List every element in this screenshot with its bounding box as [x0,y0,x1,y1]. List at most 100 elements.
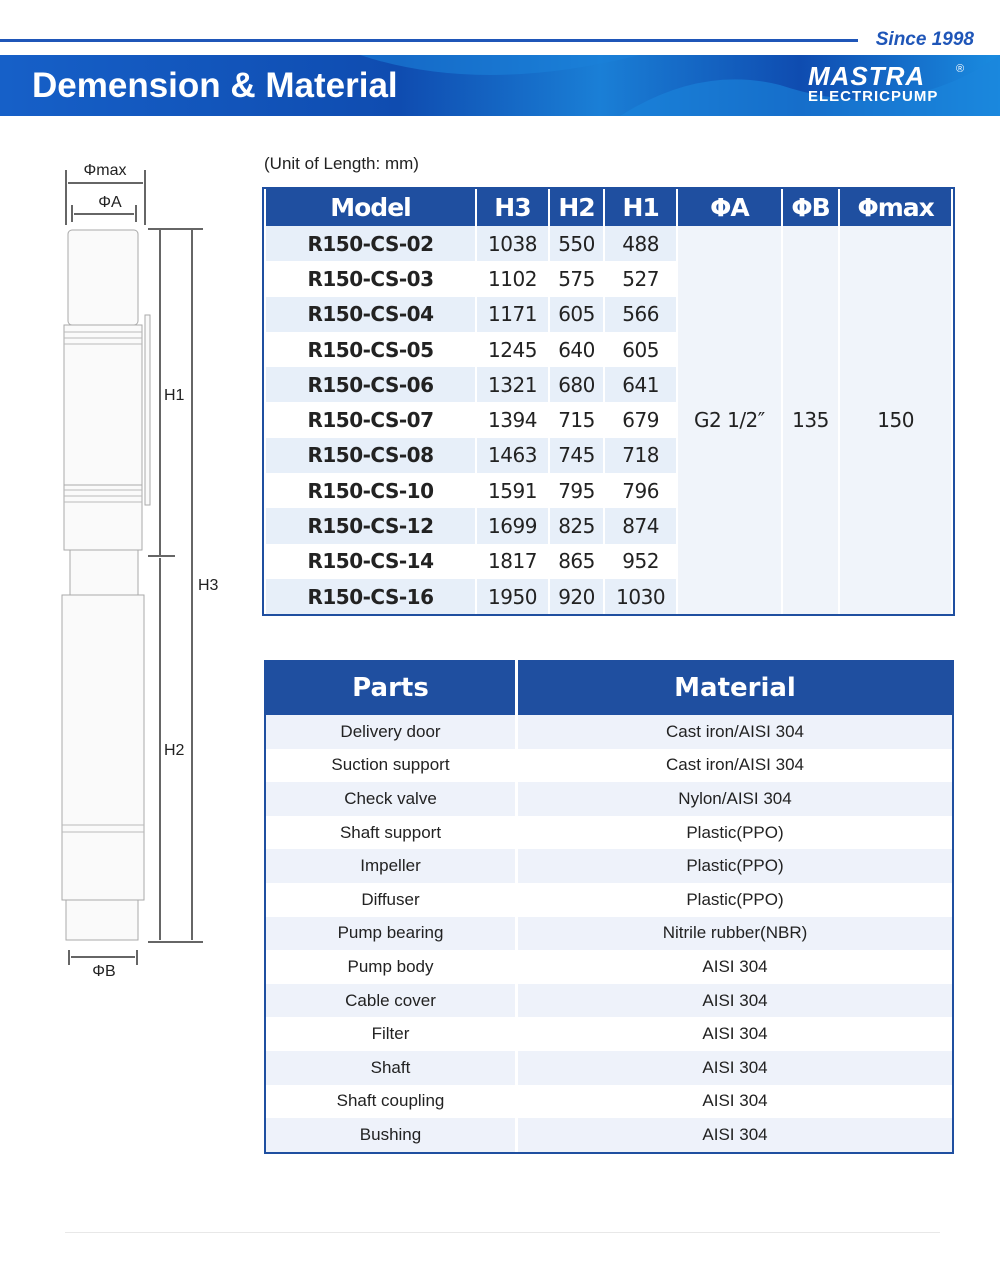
material-cell: AISI 304 [702,1024,768,1044]
material-cell: AISI 304 [518,1050,952,1085]
part-cell: Delivery door [266,715,518,749]
h3-cell: 1699 [477,508,548,544]
table-row: Suction support Cast iron/AISI 304 [266,748,952,783]
phi-b-label: ΦB [92,963,115,980]
part-cell: Shaft coupling [266,1084,518,1119]
table-row: Shaft coupling AISI 304 [266,1084,952,1119]
h1-cell: 605 [605,331,677,368]
h2-cell: 640 [549,331,604,368]
h1-cell: 718 [605,437,677,474]
table-row: Pump bearing Nitrile rubber(NBR) [266,916,952,951]
part-cell: Impeller [266,849,518,883]
col-phi-b: ΦB [782,189,839,226]
h3-cell: 1591 [477,473,548,509]
table-row: Impeller Plastic(PPO) [266,849,952,883]
model-cell: R150-CS-14 [266,543,475,579]
col-parts: Parts [266,660,518,715]
header-rule [0,39,858,42]
table-row: R150-CS-10 1591 795 796 [266,473,951,509]
page-title: Demension & Material [32,66,398,105]
h2-cell: 575 [549,261,604,297]
part-cell: Bushing [266,1118,518,1152]
material-cell: Cast iron/AISI 304 [518,715,952,749]
phi-a-label: ΦA [98,194,122,211]
model-cell: R150-CS-16 [266,578,475,615]
col-h2: H2 [549,189,604,226]
material-table: Parts Material Delivery door Cast iron/AI… [264,660,954,1154]
h3-cell: 1394 [477,402,548,438]
material-cell: Nitrile rubber(NBR) [518,916,952,951]
col-material: Material [518,660,952,715]
h3-cell: 1102 [477,261,548,297]
part-cell: Filter [266,1017,518,1051]
table-row: R150-CS-02 1038 550 488 G2 1/2″ 135 150 [266,226,951,615]
model-cell: R150-CS-02 [266,226,475,262]
table-row: R150-CS-14 1817 865 952 [266,543,951,579]
col-h1: H1 [605,189,677,226]
table-row: Bushing AISI 304 [266,1118,952,1152]
model-cell: R150-CS-08 [266,437,475,474]
part-cell: Check valve [266,782,518,816]
h3-label: H3 [198,577,219,594]
col-phi-max: Φmax [840,189,951,226]
pump-diagram: Φmax ΦA H1 H3 H2 ΦB [61,162,219,980]
table-row: R150-CS-03 1102 575 527 [266,261,951,297]
banner-waves [360,55,1000,116]
table-row: Filter AISI 304 [266,1017,952,1051]
table-row: R150-CS-08 1463 745 718 [266,437,951,474]
part-cell: Pump body [266,950,518,984]
h1-label: H1 [164,387,185,404]
table-row: R150-CS-06 1321 680 641 [266,367,951,403]
unit-note: (Unit of Length: mm) [264,154,419,173]
material-cell: Cast iron/AISI 304 [666,755,804,775]
h2-cell: 865 [549,543,604,579]
table-row: R150-CS-04 1171 605 566 [266,296,951,332]
part-cell: Pump bearing [266,916,518,951]
material-cell: AISI 304 [518,1118,952,1152]
registered-mark: ® [956,63,965,75]
material-header-row: Parts Material [266,660,952,715]
h2-cell: 680 [549,367,604,403]
phi-max-cell: 150 [840,226,951,615]
part-cell: Cable cover [266,983,518,1018]
material-cell: Plastic(PPO) [518,849,952,883]
col-h3: H3 [477,189,548,226]
dimension-header-row: Model H3 H2 H1 ΦA ΦB Φmax [266,189,951,226]
model-cell: R150-CS-06 [266,367,475,403]
table-row: Shaft AISI 304 [266,1050,952,1085]
part-cell: Shaft [266,1050,518,1085]
h2-cell: 550 [549,226,604,262]
table-row: Delivery door Cast iron/AISI 304 [266,715,952,749]
h1-cell: 796 [605,473,677,509]
table-row: Cable cover AISI 304 [266,983,952,1018]
h3-cell: 1463 [477,437,548,474]
table-row: Check valve Nylon/AISI 304 [266,782,952,816]
h1-cell: 679 [605,402,677,438]
table-row: R150-CS-16 1950 920 1030 [266,578,951,615]
h2-cell: 920 [549,578,604,615]
model-cell: R150-CS-12 [266,508,475,544]
h2-cell: 745 [549,437,604,474]
h3-cell: 1038 [477,226,548,262]
part-cell: Diffuser [266,882,518,917]
phi-b-cell: 135 [782,226,839,615]
material-cell: AISI 304 [702,956,768,976]
col-phi-a: ΦA [678,189,781,226]
model-cell: R150-CS-05 [266,331,475,368]
h1-cell: 527 [605,261,677,297]
material-cell: Plastic(PPO) [686,889,784,909]
material-cell: Nylon/AISI 304 [518,782,952,816]
table-row: Pump body AISI 304 [266,950,952,984]
h3-cell: 1950 [477,578,548,615]
h1-cell: 641 [605,367,677,403]
model-cell: R150-CS-03 [266,261,475,297]
material-cell: AISI 304 [518,983,952,1018]
since-text: Since 1998 [875,29,974,50]
phi-max-label: Φmax [84,162,127,179]
h1-cell: 952 [605,543,677,579]
h3-cell: 1245 [477,331,548,368]
phi-a-cell: G2 1/2″ [678,226,781,615]
table-row: Diffuser Plastic(PPO) [266,882,952,917]
col-model: Model [266,189,475,226]
h2-cell: 795 [549,473,604,509]
